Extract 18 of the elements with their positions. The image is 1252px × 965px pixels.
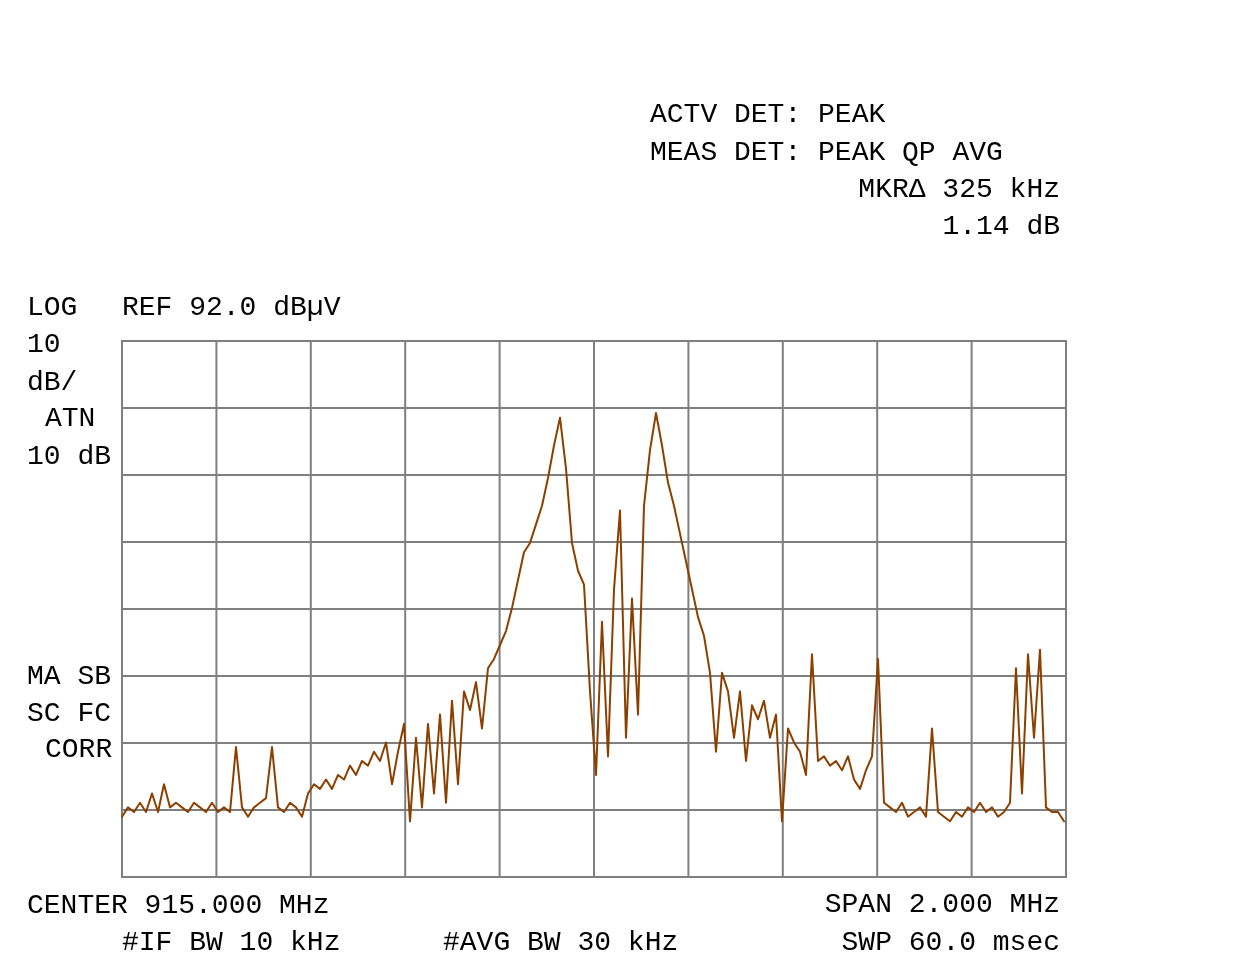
text: #AVG BW 30 kHz: [443, 927, 679, 958]
text: SC FC: [27, 698, 112, 729]
text: CORR: [45, 734, 113, 765]
text: #IF BW 10 kHz: [122, 927, 341, 958]
text: CENTER 915.000 MHz: [27, 890, 330, 921]
text: MA SB: [27, 661, 112, 692]
text: SWP 60.0 msec: [841, 927, 1060, 958]
text: SPAN 2.000 MHz: [824, 889, 1060, 920]
text: MKRΔ 325 kHz: [858, 174, 1060, 205]
text: LOG: [27, 292, 78, 323]
text: REF 92.0 dBµV: [122, 292, 341, 323]
text: dB/: [27, 367, 78, 398]
text: ACTV DET: PEAK: [650, 99, 886, 130]
text: 10 dB: [27, 441, 112, 472]
text: 1.14 dB: [942, 211, 1060, 242]
text: MEAS DET: PEAK QP AVG: [650, 137, 1003, 168]
text: 10: [27, 329, 61, 360]
text: ATN: [45, 403, 96, 434]
